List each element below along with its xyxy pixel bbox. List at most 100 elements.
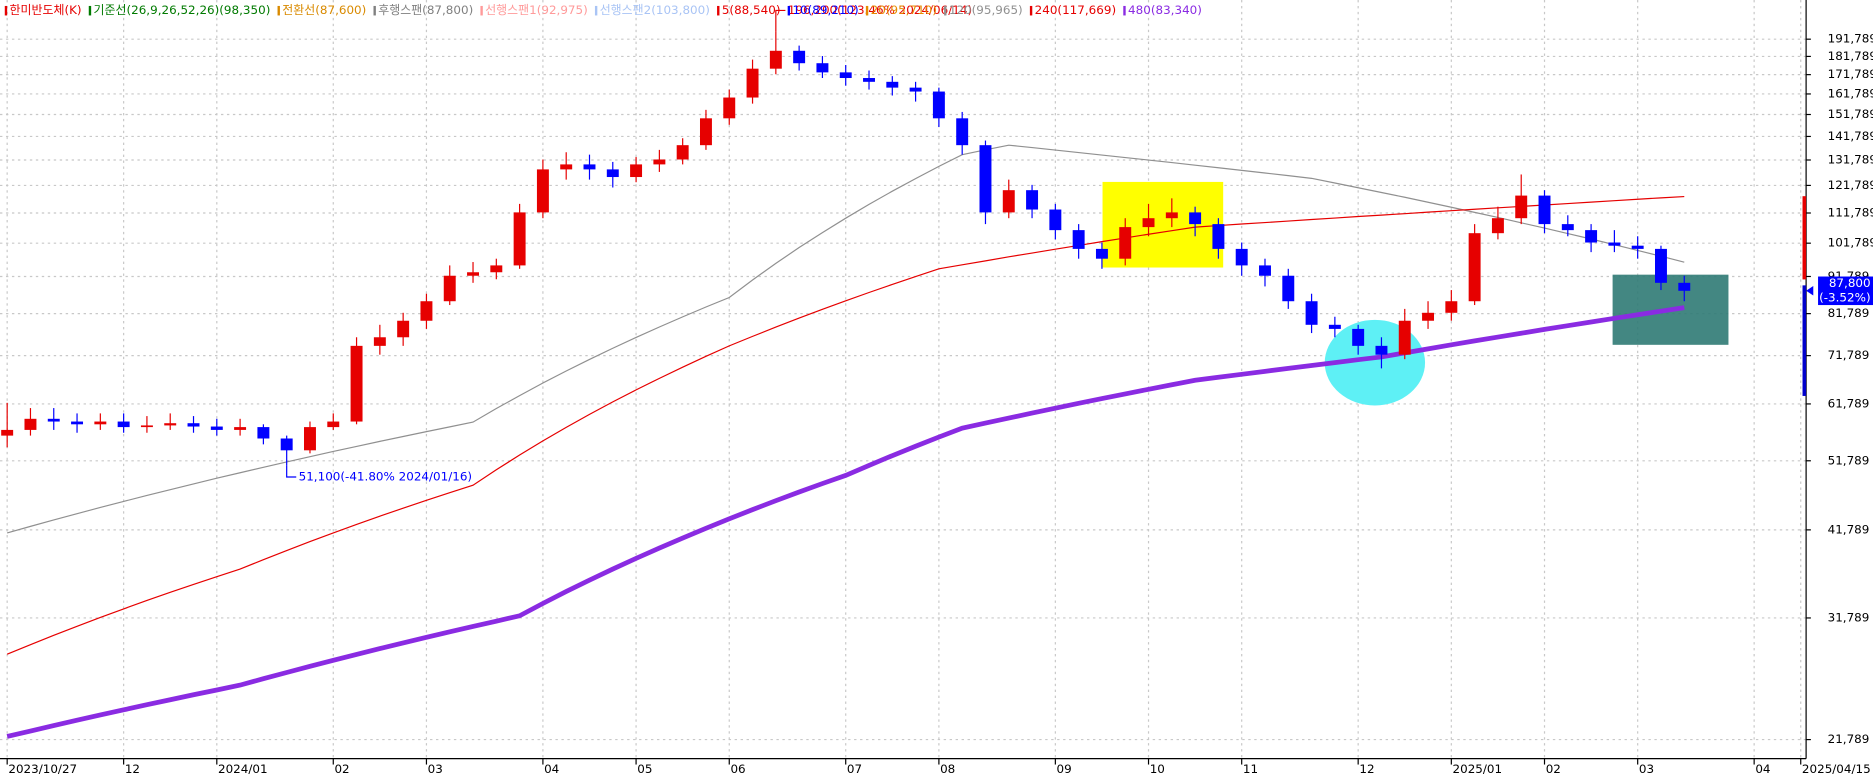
y-tick-label: 21,789 [1828,732,1870,746]
candle-body [536,169,549,213]
x-tick-label: 04 [544,762,559,776]
legend-label: 기준선(26,9,26,52,26)(98,350) [94,3,271,17]
candle-body [630,164,643,178]
candle-body [769,50,782,69]
legend-label: 한미반도체(K) [10,3,82,17]
y-tick-label: 111,789 [1828,206,1873,220]
candle-body [47,418,60,422]
legend-swatch [594,5,598,16]
legend-swatch [4,5,8,16]
y-tick-label: 61,789 [1828,396,1870,410]
annotation: 51,100(-41.80% 2024/01/16) [299,470,472,484]
legend-label: 5(88,540) [722,3,781,17]
candle-body [1049,209,1062,231]
candle-body [117,421,130,428]
price-pointer [1806,286,1814,296]
x-tick-label: 02 [334,762,349,776]
legend-label: 20(95,710) [871,3,937,17]
legend-label: 전환선(87,600) [282,3,366,17]
marks [1,31,1691,739]
candle-body [1165,212,1178,219]
x-tick-label: 03 [428,762,443,776]
x-tick-label: 05 [637,762,652,776]
candle-body [1072,230,1085,249]
legend-swatch [480,5,483,16]
side-bar [1802,196,1807,280]
grid [0,0,1811,765]
candle-body [1328,324,1341,329]
candle-body [793,50,806,64]
candle-body [1468,233,1481,302]
candle-body [1678,282,1691,291]
candle-body [1305,301,1318,325]
legend-swatch [88,5,92,16]
candle-body [676,145,689,160]
candle-body [653,159,666,165]
candle-body [1491,218,1504,234]
y-tick-label: 151,789 [1828,107,1873,121]
legend-swatch [1123,5,1126,16]
legend-swatch [373,5,376,16]
y-tick-label: 41,789 [1828,522,1870,536]
candle-body [234,427,247,430]
candle-body [932,91,945,119]
candle-body [94,421,107,425]
candle-body [1026,190,1039,210]
y-tick-label: 121,789 [1828,178,1873,192]
candle-body [1119,227,1132,259]
candle-body [443,275,456,302]
y-tick-label: 171,789 [1828,67,1873,81]
candle-body [1142,218,1155,228]
candle-body [1095,248,1108,259]
candle-body [397,320,410,338]
candle-body [327,421,340,428]
candle-body [1189,212,1202,225]
y-tick-label: 71,789 [1828,348,1870,362]
legend-swatch [865,5,869,16]
annotation-leader [775,9,786,32]
candle-body [863,78,875,82]
candle-body [1608,242,1621,246]
x-tick-label: 08 [940,762,955,776]
candle-body [606,169,619,178]
candle-body [420,301,433,321]
candle-body [1352,328,1365,346]
candle-body [304,427,316,451]
y-tick-label: 31,789 [1828,610,1870,624]
legend-label: 선행스팬2(103,800) [600,3,710,17]
candle-body [513,212,526,266]
candle-body [1259,265,1271,276]
candle-body [1398,320,1411,355]
candle-body [210,426,223,430]
x-tick-label: 04 [1755,762,1770,776]
candle-body [71,421,84,425]
line-series [6,195,1685,655]
annotation: 196,200(123.46% 2024/06/14) [788,3,972,17]
candle-body [1445,301,1458,313]
candle-body [956,118,969,146]
x-tick-label: 12 [1359,762,1374,776]
price-change: (-3.52%) [1819,290,1871,304]
candle-body [1422,312,1435,321]
candle-body [816,63,829,73]
x-tick-label: 2025/04/15 [1802,762,1871,776]
y-tick-label: 161,789 [1828,86,1873,100]
candle-body [1585,230,1598,243]
candle-body [1655,248,1667,283]
candle-body [257,427,270,439]
y-tick-label: 101,789 [1828,236,1873,250]
legend-label: 120(95,965) [949,3,1023,17]
legend-swatch [717,5,720,16]
candle-body [373,337,386,346]
candle-body [140,425,153,428]
candle-body [560,164,573,170]
x-tick-label: 11 [1243,762,1258,776]
y-tick-label: 181,789 [1828,49,1873,63]
x-tick-label: 2023/10/27 [8,762,77,776]
side-bar [1802,285,1807,396]
candle-body [723,97,736,119]
candle-body [1375,345,1388,355]
